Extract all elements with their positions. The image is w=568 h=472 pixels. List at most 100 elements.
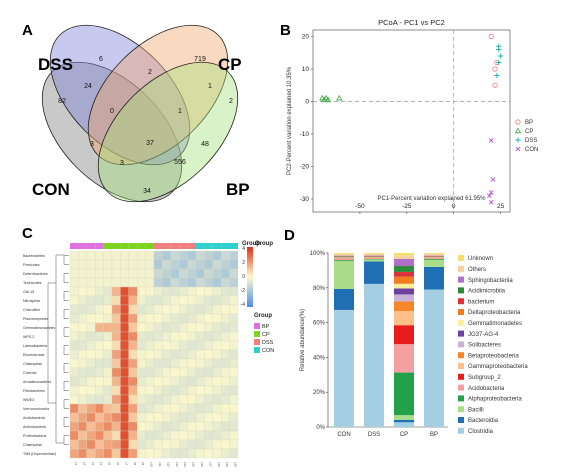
heatmap-cell <box>104 431 112 440</box>
heatmap-cell <box>87 449 95 458</box>
heatmap-cell <box>129 368 137 377</box>
heatmap-cell <box>87 269 95 278</box>
legend-swatch <box>458 428 464 434</box>
heatmap-cell <box>196 440 204 449</box>
heatmap-cell <box>162 260 170 269</box>
x-tick-label: DSS <box>368 432 380 438</box>
heatmap-cell <box>70 359 78 368</box>
heatmap-cell <box>188 251 196 260</box>
heatmap-cell <box>146 359 154 368</box>
heatmap-cell <box>221 341 229 350</box>
heatmap-cell <box>129 359 137 368</box>
legend-label: CON <box>525 147 538 153</box>
heatmap-cell <box>204 449 212 458</box>
heatmap-cell <box>137 431 145 440</box>
heatmap-cell <box>87 305 95 314</box>
heatmap-cell <box>129 377 137 386</box>
heatmap-cell <box>188 422 196 431</box>
heatmap-cell <box>162 314 170 323</box>
heatmap-cell <box>129 395 137 404</box>
legend-label: Subgroup_2 <box>468 375 501 381</box>
heatmap-cell <box>230 341 238 350</box>
heatmap-cell <box>230 422 238 431</box>
heatmap-cell <box>213 341 221 350</box>
legend-label: DSS <box>525 138 537 144</box>
heatmap-cell <box>171 440 179 449</box>
heatmap-cell <box>179 404 187 413</box>
heatmap-cell <box>196 395 204 404</box>
heatmap-cell <box>188 449 196 458</box>
group-annotation-cell <box>87 243 95 249</box>
heatmap-cell <box>78 404 86 413</box>
venn-count-dss-cp: 2 <box>148 69 152 76</box>
heatmap-cell <box>196 269 204 278</box>
heatmap-cell <box>162 377 170 386</box>
legend-label: Unknown <box>468 256 493 262</box>
heatmap-cell <box>112 359 120 368</box>
legend-swatch <box>458 417 464 423</box>
y-tick-label: 0 <box>305 99 309 106</box>
heatmap-cell <box>154 350 162 359</box>
heatmap-cell <box>104 404 112 413</box>
heatmap-cell <box>104 386 112 395</box>
heatmap-cell <box>95 413 103 422</box>
bar-segment <box>364 260 384 262</box>
heatmap-cell <box>204 323 212 332</box>
heatmap-cell <box>171 260 179 269</box>
y-tick-label: 10 <box>302 66 310 73</box>
heatmap-column-label: c5 <box>108 462 112 466</box>
legend-label: Betaproteobacteria <box>468 353 519 359</box>
heatmap-column-label: c10 <box>150 462 154 467</box>
group-annotation-cell <box>112 243 120 249</box>
legend-label: Gammaproteobacteria <box>468 364 528 370</box>
heatmap-cell <box>179 422 187 431</box>
heatmap-cell <box>146 377 154 386</box>
heatmap-cell <box>188 350 196 359</box>
heatmap-cell <box>129 350 137 359</box>
heatmap-cell <box>154 323 162 332</box>
heatmap-column-label: c7 <box>124 462 128 466</box>
heatmap-cell <box>213 359 221 368</box>
heatmap-cell <box>120 350 128 359</box>
heatmap-cell <box>179 260 187 269</box>
heatmap-cell <box>112 287 120 296</box>
heatmap-cell <box>78 422 86 431</box>
heatmap-cell <box>104 296 112 305</box>
bar-segment <box>394 344 414 372</box>
heatmap-cell <box>78 395 86 404</box>
heatmap-row-label: Deferribacteres <box>23 272 48 276</box>
heatmap-row-label: Verrucomicrobia <box>23 407 49 411</box>
venn-count-dss-cp-con: 0 <box>110 108 114 115</box>
heatmap-cell <box>137 323 145 332</box>
heatmap-row-label: Fibrobacteres <box>23 389 45 393</box>
heatmap-cell <box>146 431 154 440</box>
heatmap-cell <box>213 278 221 287</box>
heatmap-row-label: TM6 (Dependentiae) <box>23 452 56 456</box>
bar-segment <box>424 260 444 267</box>
heatmap-cell <box>95 260 103 269</box>
heatmap-cell <box>104 440 112 449</box>
heatmap-column-label: c14 <box>183 462 187 467</box>
heatmap-cell <box>78 287 86 296</box>
heatmap-cell <box>162 296 170 305</box>
heatmap-cell <box>188 431 196 440</box>
heatmap-cell <box>154 413 162 422</box>
heatmap-cell <box>95 440 103 449</box>
heatmap-cell <box>137 332 145 341</box>
data-point <box>493 83 497 87</box>
heatmap-column-label: c9 <box>141 462 145 466</box>
heatmap-cell <box>230 368 238 377</box>
heatmap-cell <box>87 278 95 287</box>
heatmap-row-label: Firmicutes <box>23 263 40 267</box>
data-point <box>489 34 493 38</box>
y-tick-label: -10 <box>300 131 310 138</box>
bar-segment <box>334 254 354 256</box>
heatmap-cell <box>78 431 86 440</box>
heatmap-cell <box>87 251 95 260</box>
heatmap-cell <box>162 269 170 278</box>
heatmap-cell <box>112 314 120 323</box>
y-axis-label: PC2-Percent variation explained 10.35% <box>287 66 293 175</box>
heatmap-cell <box>87 386 95 395</box>
heatmap-row-label: WPS-2 <box>23 335 34 339</box>
heatmap-cell <box>154 251 162 260</box>
